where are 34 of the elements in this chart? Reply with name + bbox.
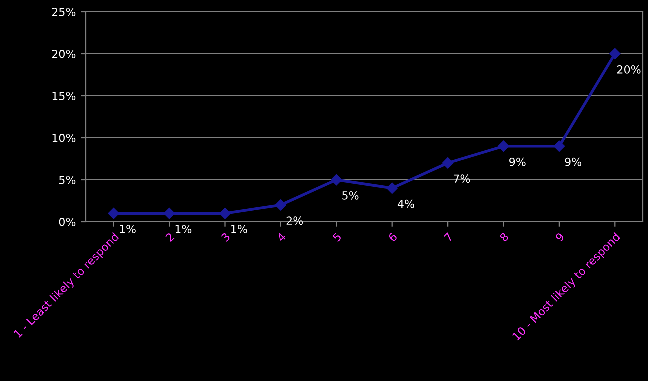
point: [108, 208, 120, 220]
text: 5%: [342, 191, 359, 200]
y-tick-label: 5%: [60, 176, 76, 184]
text: 1%: [176, 225, 192, 234]
text: 4%: [398, 200, 414, 208]
x-tick-label: 7: [444, 232, 454, 242]
y-tick-label: 0%: [59, 218, 76, 226]
y-tick-label: 10%: [52, 134, 76, 142]
text: 9%: [565, 158, 582, 166]
x-tick-label: 3: [220, 232, 231, 242]
text: 20%: [618, 65, 641, 74]
point: [610, 48, 621, 60]
x-tick-label: 2: [165, 232, 175, 242]
text: 7%: [454, 174, 470, 184]
text: 1%: [232, 225, 248, 234]
point: [275, 200, 287, 211]
y-tick-label: 25%: [52, 8, 76, 16]
text: 2%: [286, 216, 304, 226]
x-tick-label: 9: [555, 232, 565, 242]
x-tick-label: 6: [388, 232, 398, 242]
x-tick-label: 8: [499, 232, 510, 242]
point: [331, 174, 342, 186]
y-tick-label: 20%: [52, 50, 76, 58]
point: [220, 208, 231, 220]
text: 1%: [120, 225, 136, 234]
x-tick-label: 4: [276, 232, 286, 242]
x-tick-label: 5: [332, 232, 342, 242]
point: [386, 182, 398, 194]
point: [498, 140, 510, 152]
point: [164, 208, 176, 220]
text: 9%: [510, 158, 526, 166]
point: [442, 158, 454, 169]
point: [554, 140, 566, 152]
y-tick-label: 15%: [52, 92, 76, 100]
